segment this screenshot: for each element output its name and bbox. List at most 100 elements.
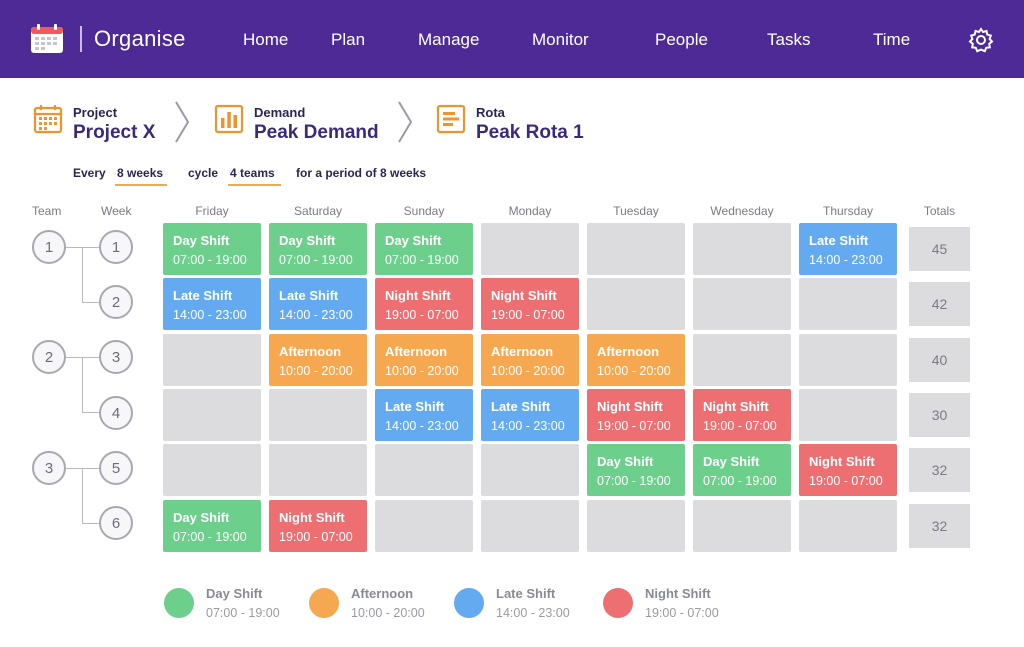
nav-tasks[interactable]: Tasks (767, 30, 811, 49)
shift-cell-thursday[interactable]: Late Shift 14:00 - 23:00 (799, 223, 897, 275)
shift-cell-tuesday[interactable]: Afternoon 10:00 - 20:00 (587, 334, 685, 386)
nav-people[interactable]: People (655, 30, 708, 49)
week-total: 32 (909, 504, 970, 548)
weeks-selector[interactable]: 8 weeks (117, 166, 164, 180)
shift-time: 07:00 - 19:00 (385, 253, 459, 267)
breadcrumb-rota[interactable]: Rota Peak Rota 1 (436, 100, 596, 150)
day-header-thursday: Thursday (822, 204, 874, 218)
shift-name: Day Shift (385, 233, 442, 248)
title-divider (80, 26, 82, 52)
shift-time: 14:00 - 23:00 (491, 419, 565, 433)
empty-cell-tuesday[interactable] (587, 278, 685, 330)
nav-time[interactable]: Time (873, 30, 911, 49)
shift-cell-wednesday[interactable]: Night Shift 19:00 - 07:00 (693, 389, 791, 441)
gear-icon[interactable] (968, 27, 994, 53)
empty-cell-monday[interactable] (481, 500, 579, 552)
empty-cell-friday[interactable] (163, 334, 261, 386)
shift-name: Day Shift (597, 454, 654, 469)
week-circle[interactable]: 2 (99, 285, 133, 319)
empty-cell-wednesday[interactable] (693, 278, 791, 330)
week-circle[interactable]: 6 (99, 506, 133, 540)
shift-time: 19:00 - 07:00 (385, 308, 459, 322)
team-circle[interactable]: 3 (32, 451, 66, 485)
shift-name: Night Shift (703, 399, 769, 414)
empty-cell-friday[interactable] (163, 444, 261, 496)
shift-cell-wednesday[interactable]: Day Shift 07:00 - 19:00 (693, 444, 791, 496)
legend-late-shift: Late Shift 14:00 - 23:00 (454, 586, 584, 626)
empty-cell-monday[interactable] (481, 444, 579, 496)
empty-cell-wednesday[interactable] (693, 334, 791, 386)
shift-cell-saturday[interactable]: Afternoon 10:00 - 20:00 (269, 334, 367, 386)
legend-time: 19:00 - 07:00 (645, 606, 719, 620)
shift-cell-saturday[interactable]: Day Shift 07:00 - 19:00 (269, 223, 367, 275)
shift-name: Afternoon (279, 344, 342, 359)
week-total: 32 (909, 448, 970, 492)
shift-time: 07:00 - 19:00 (279, 253, 353, 267)
chevron-right-icon (175, 101, 190, 143)
shift-cell-monday[interactable]: Night Shift 19:00 - 07:00 (481, 278, 579, 330)
week-circle[interactable]: 1 (99, 230, 133, 264)
empty-cell-thursday[interactable] (799, 500, 897, 552)
empty-cell-saturday[interactable] (269, 444, 367, 496)
tree-connector (82, 247, 83, 303)
shift-cell-friday[interactable]: Day Shift 07:00 - 19:00 (163, 500, 261, 552)
empty-cell-thursday[interactable] (799, 389, 897, 441)
tree-connector (66, 468, 100, 469)
shift-cell-tuesday[interactable]: Day Shift 07:00 - 19:00 (587, 444, 685, 496)
empty-cell-tuesday[interactable] (587, 223, 685, 275)
shift-time: 14:00 - 23:00 (279, 308, 353, 322)
empty-cell-monday[interactable] (481, 223, 579, 275)
breadcrumb-label: Rota (476, 105, 505, 120)
team-circle[interactable]: 2 (32, 340, 66, 374)
shift-name: Afternoon (385, 344, 448, 359)
shift-cell-tuesday[interactable]: Night Shift 19:00 - 07:00 (587, 389, 685, 441)
breadcrumb-demand[interactable]: Demand Peak Demand (214, 100, 384, 150)
top-nav-bar: Organise Home Plan Manage Monitor People… (0, 0, 1024, 78)
empty-cell-friday[interactable] (163, 389, 261, 441)
empty-cell-thursday[interactable] (799, 278, 897, 330)
empty-cell-wednesday[interactable] (693, 223, 791, 275)
empty-cell-tuesday[interactable] (587, 500, 685, 552)
shift-cell-saturday[interactable]: Night Shift 19:00 - 07:00 (269, 500, 367, 552)
shift-name: Late Shift (279, 288, 339, 303)
shift-cell-thursday[interactable]: Night Shift 19:00 - 07:00 (799, 444, 897, 496)
shift-time: 07:00 - 19:00 (173, 530, 247, 544)
shift-cell-friday[interactable]: Late Shift 14:00 - 23:00 (163, 278, 261, 330)
shift-time: 14:00 - 23:00 (385, 419, 459, 433)
shift-cell-sunday[interactable]: Day Shift 07:00 - 19:00 (375, 223, 473, 275)
shift-name: Night Shift (597, 399, 663, 414)
week-circle[interactable]: 4 (99, 396, 133, 430)
shift-name: Late Shift (385, 399, 445, 414)
team-circle[interactable]: 1 (32, 230, 66, 264)
teams-selector[interactable]: 4 teams (230, 166, 275, 180)
shift-cell-monday[interactable]: Afternoon 10:00 - 20:00 (481, 334, 579, 386)
week-circle[interactable]: 3 (99, 340, 133, 374)
shift-name: Late Shift (491, 399, 551, 414)
empty-cell-sunday[interactable] (375, 500, 473, 552)
shift-cell-friday[interactable]: Day Shift 07:00 - 19:00 (163, 223, 261, 275)
shift-cell-saturday[interactable]: Late Shift 14:00 - 23:00 (269, 278, 367, 330)
empty-cell-saturday[interactable] (269, 389, 367, 441)
shift-cell-sunday[interactable]: Afternoon 10:00 - 20:00 (375, 334, 473, 386)
nav-monitor[interactable]: Monitor (532, 30, 589, 49)
breadcrumb-project[interactable]: Project Project X (33, 100, 173, 150)
empty-cell-thursday[interactable] (799, 334, 897, 386)
nav-home[interactable]: Home (243, 30, 289, 49)
empty-cell-sunday[interactable] (375, 444, 473, 496)
day-header-sunday: Sunday (403, 204, 445, 218)
shift-cell-sunday[interactable]: Night Shift 19:00 - 07:00 (375, 278, 473, 330)
every-label: Every (73, 166, 106, 180)
shift-cell-monday[interactable]: Late Shift 14:00 - 23:00 (481, 389, 579, 441)
empty-cell-wednesday[interactable] (693, 500, 791, 552)
legend-time: 07:00 - 19:00 (206, 606, 280, 620)
shift-cell-sunday[interactable]: Late Shift 14:00 - 23:00 (375, 389, 473, 441)
nav-plan[interactable]: Plan (331, 30, 366, 49)
nav-manage[interactable]: Manage (418, 30, 480, 49)
week-total: 42 (909, 282, 970, 326)
shift-time: 19:00 - 07:00 (597, 419, 671, 433)
shift-time: 07:00 - 19:00 (597, 474, 671, 488)
shift-name: Day Shift (173, 233, 230, 248)
week-circle[interactable]: 5 (99, 451, 133, 485)
tree-connector (82, 357, 83, 413)
totals-header: Totals (923, 204, 956, 218)
